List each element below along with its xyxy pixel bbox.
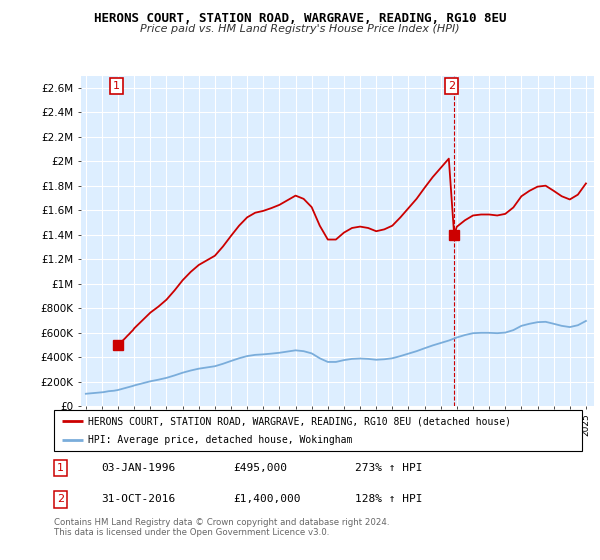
Text: Contains HM Land Registry data © Crown copyright and database right 2024.
This d: Contains HM Land Registry data © Crown c… (54, 518, 389, 538)
Text: 2: 2 (57, 494, 64, 505)
Text: 2: 2 (448, 81, 455, 91)
Text: 1: 1 (57, 463, 64, 473)
Text: HPI: Average price, detached house, Wokingham: HPI: Average price, detached house, Woki… (88, 435, 353, 445)
Text: HERONS COURT, STATION ROAD, WARGRAVE, READING, RG10 8EU: HERONS COURT, STATION ROAD, WARGRAVE, RE… (94, 12, 506, 25)
Text: HERONS COURT, STATION ROAD, WARGRAVE, READING, RG10 8EU (detached house): HERONS COURT, STATION ROAD, WARGRAVE, RE… (88, 417, 511, 426)
Text: £1,400,000: £1,400,000 (233, 494, 301, 505)
FancyBboxPatch shape (54, 410, 582, 451)
Text: 1: 1 (113, 81, 120, 91)
Text: 128% ↑ HPI: 128% ↑ HPI (355, 494, 422, 505)
Text: £495,000: £495,000 (233, 463, 287, 473)
Text: 273% ↑ HPI: 273% ↑ HPI (355, 463, 422, 473)
Text: 03-JAN-1996: 03-JAN-1996 (101, 463, 176, 473)
Text: Price paid vs. HM Land Registry's House Price Index (HPI): Price paid vs. HM Land Registry's House … (140, 24, 460, 34)
Text: 31-OCT-2016: 31-OCT-2016 (101, 494, 176, 505)
